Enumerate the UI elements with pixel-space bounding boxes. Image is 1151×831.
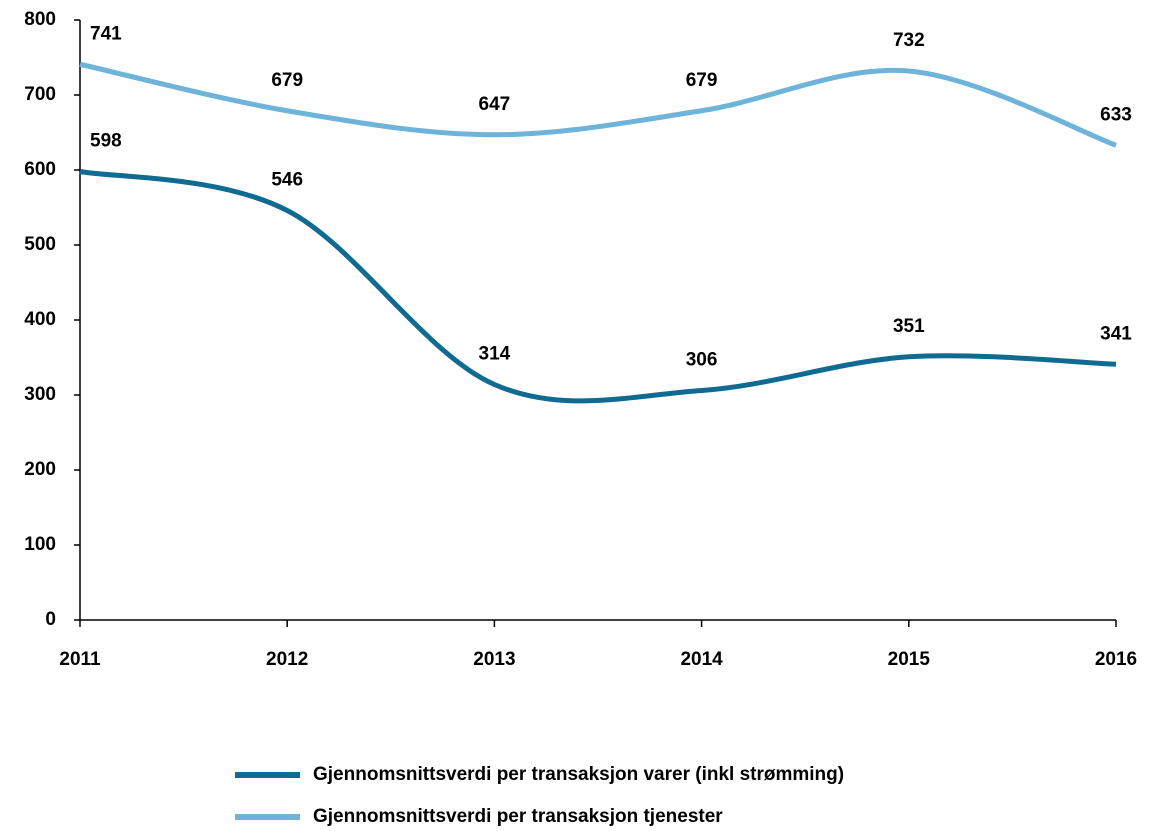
y-tick-label: 400 [24, 309, 56, 330]
data-label: 341 [1100, 323, 1132, 344]
legend-label: Gjennomsnittsverdi per transaksjon tjene… [313, 806, 723, 827]
x-tick-label: 2012 [266, 649, 308, 670]
y-tick-label: 500 [24, 234, 56, 255]
y-tick-label: 0 [45, 609, 56, 630]
data-label: 647 [479, 94, 511, 115]
y-tick-label: 700 [24, 84, 56, 105]
x-tick-label: 2014 [680, 649, 723, 670]
data-label: 306 [686, 350, 718, 371]
data-label: 679 [686, 70, 718, 91]
line [79, 61, 1117, 148]
x-tick-label: 2013 [473, 649, 515, 670]
data-label: 741 [90, 23, 122, 44]
data-label: 351 [893, 316, 925, 337]
data-label: 732 [893, 30, 925, 51]
y-tick-label: 800 [24, 9, 56, 30]
y-tick-label: 200 [24, 459, 56, 480]
x-tick-label: 2011 [59, 649, 101, 670]
data-label: 633 [1100, 104, 1132, 125]
y-tick-label: 600 [24, 159, 56, 180]
x-tick-label: 2016 [1095, 649, 1137, 670]
y-tick-label: 100 [24, 534, 56, 555]
data-label: 546 [271, 170, 303, 191]
legend-label: Gjennomsnittsverdi per transaksjon varer… [313, 764, 844, 785]
line [79, 169, 1117, 404]
data-label: 598 [90, 131, 122, 152]
x-tick-label: 2015 [888, 649, 931, 670]
y-tick-label: 300 [24, 384, 56, 405]
data-label: 314 [479, 344, 511, 365]
data-label: 679 [271, 70, 303, 91]
